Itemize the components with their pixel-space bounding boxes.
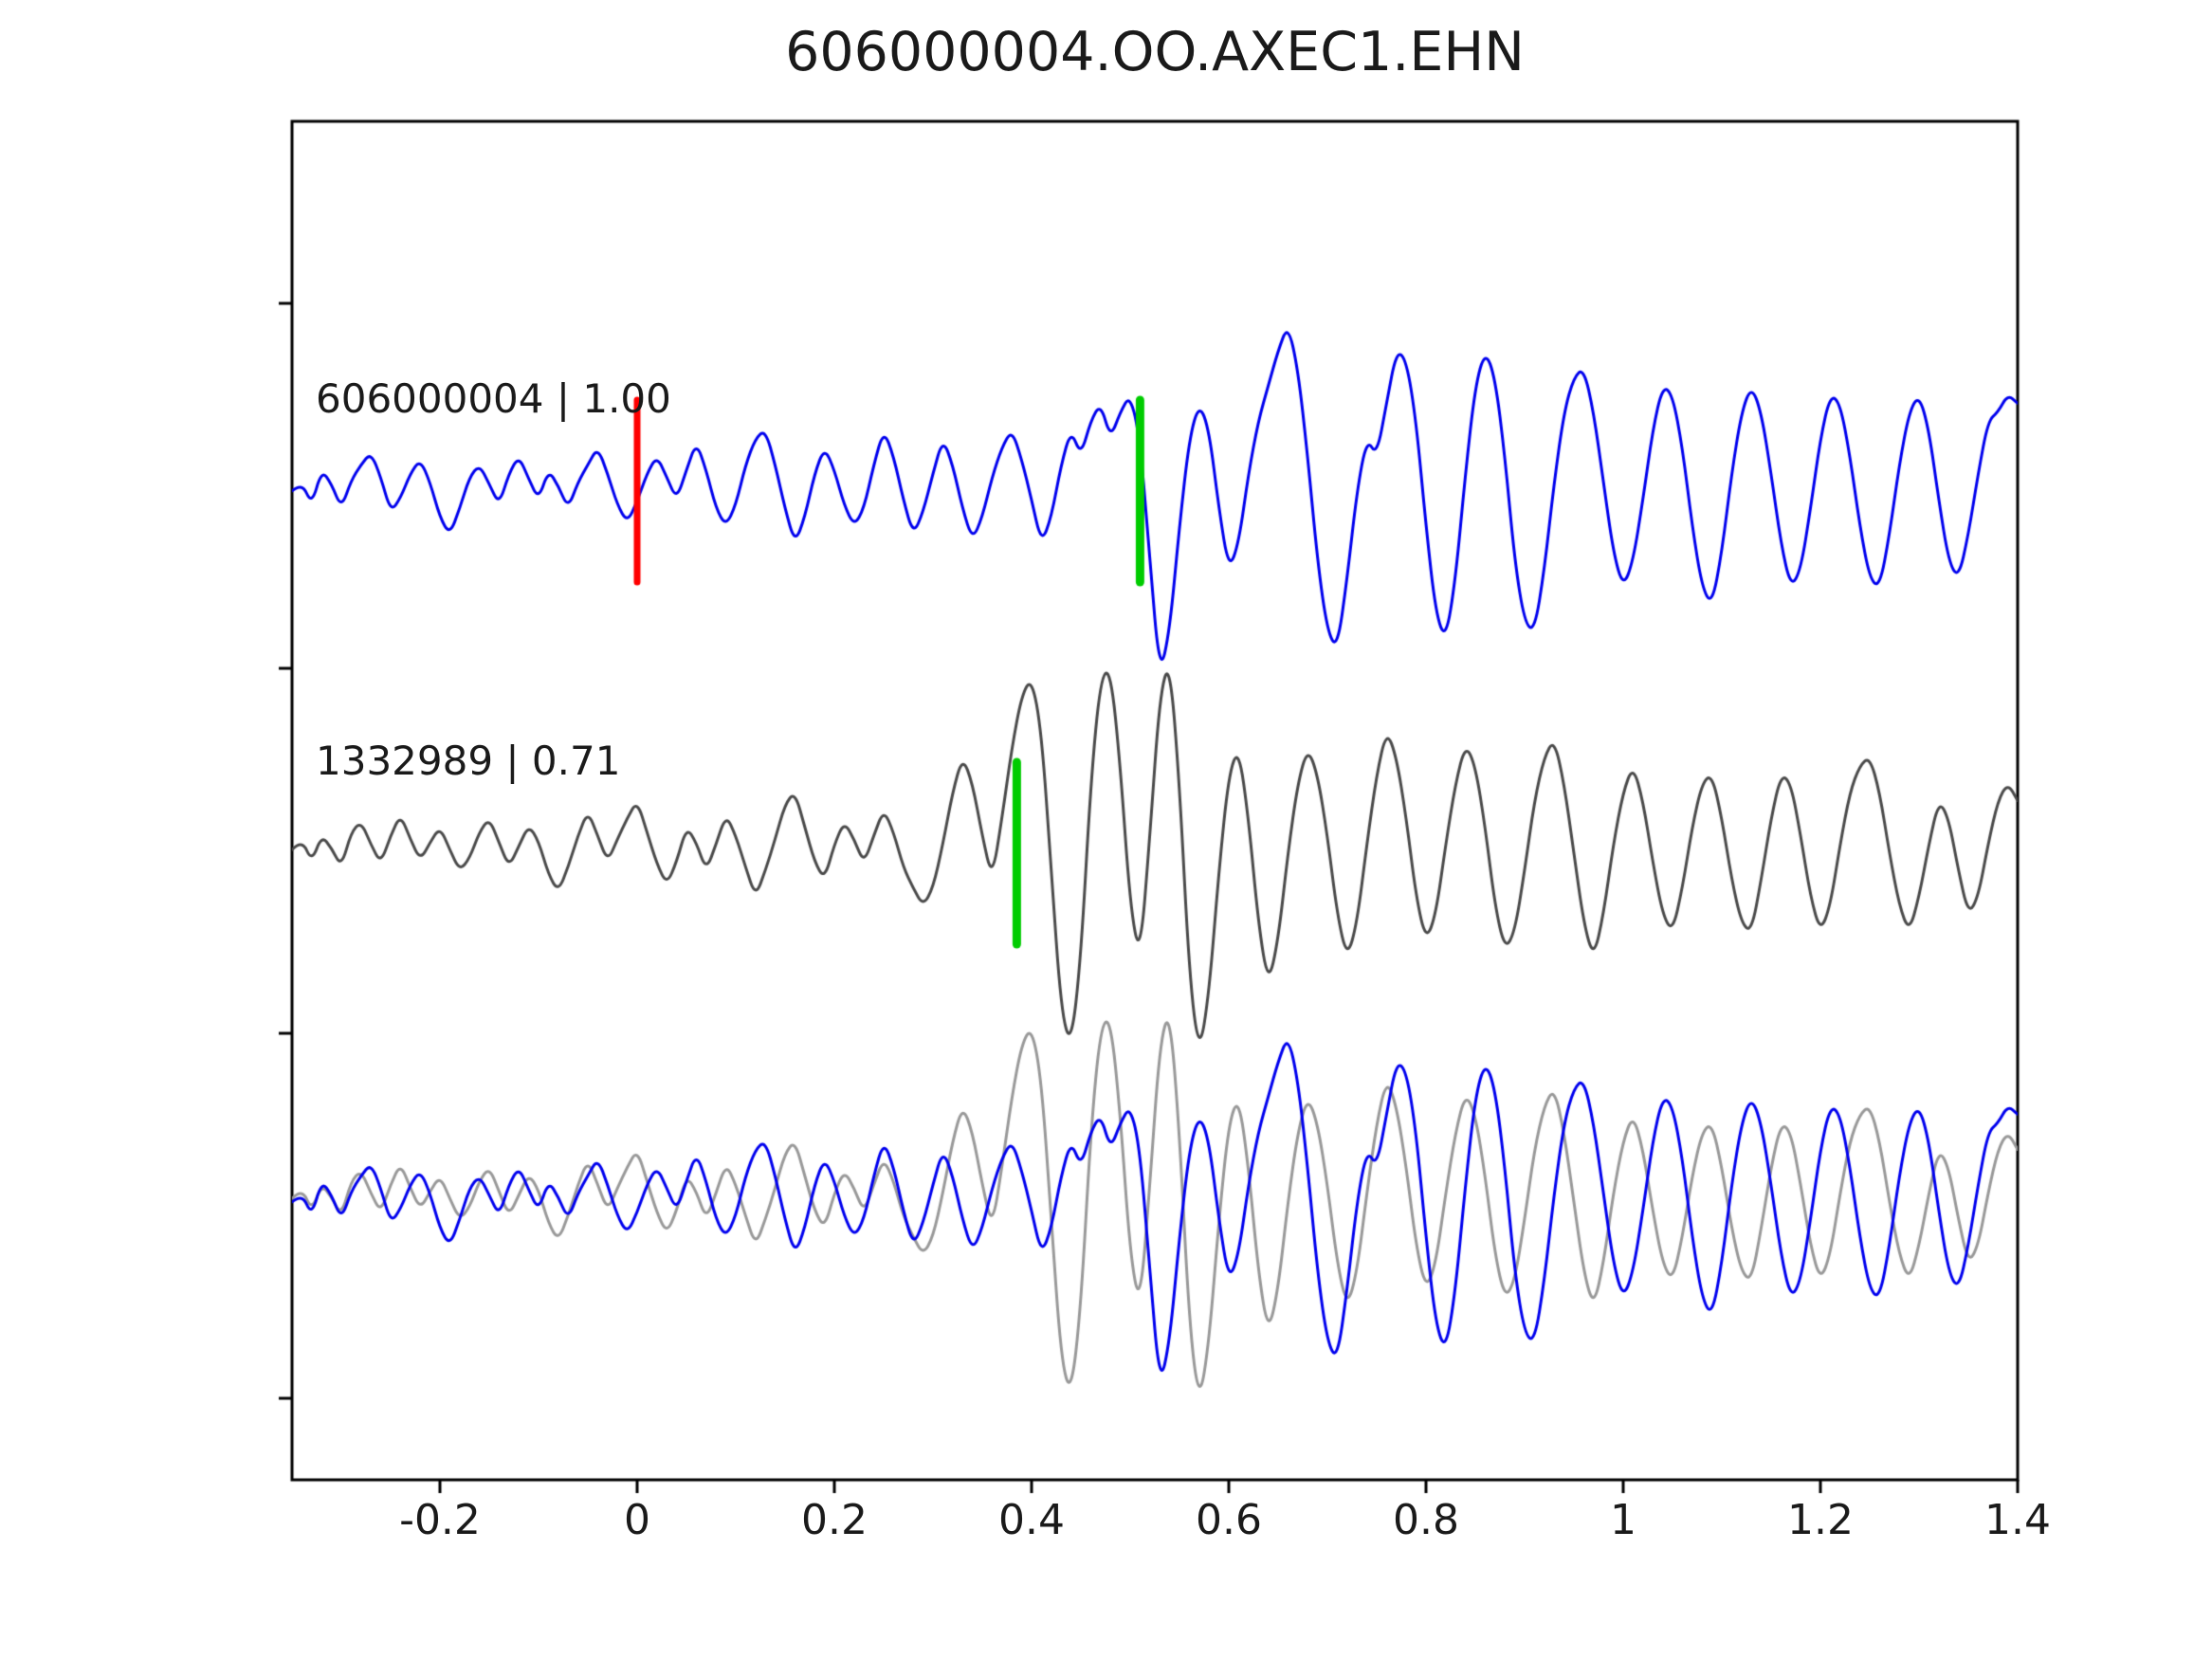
trace-label-606000004: 606000004 | 1.00 [316, 375, 671, 422]
x-tick-label: 1.4 [1984, 1496, 2051, 1544]
x-tick-label: 0.6 [1196, 1496, 1262, 1544]
x-tick-label: 0.8 [1393, 1496, 1459, 1544]
x-tick-label: -0.2 [399, 1496, 481, 1544]
x-tick-label: 0.2 [801, 1496, 868, 1544]
x-tick-label: 0.4 [998, 1496, 1065, 1544]
x-tick-label: 1.2 [1787, 1496, 1854, 1544]
x-tick-label: 0 [624, 1496, 650, 1544]
x-tick-label: 1 [1610, 1496, 1636, 1544]
trace-label-1332989: 1332989 | 0.71 [316, 738, 621, 784]
